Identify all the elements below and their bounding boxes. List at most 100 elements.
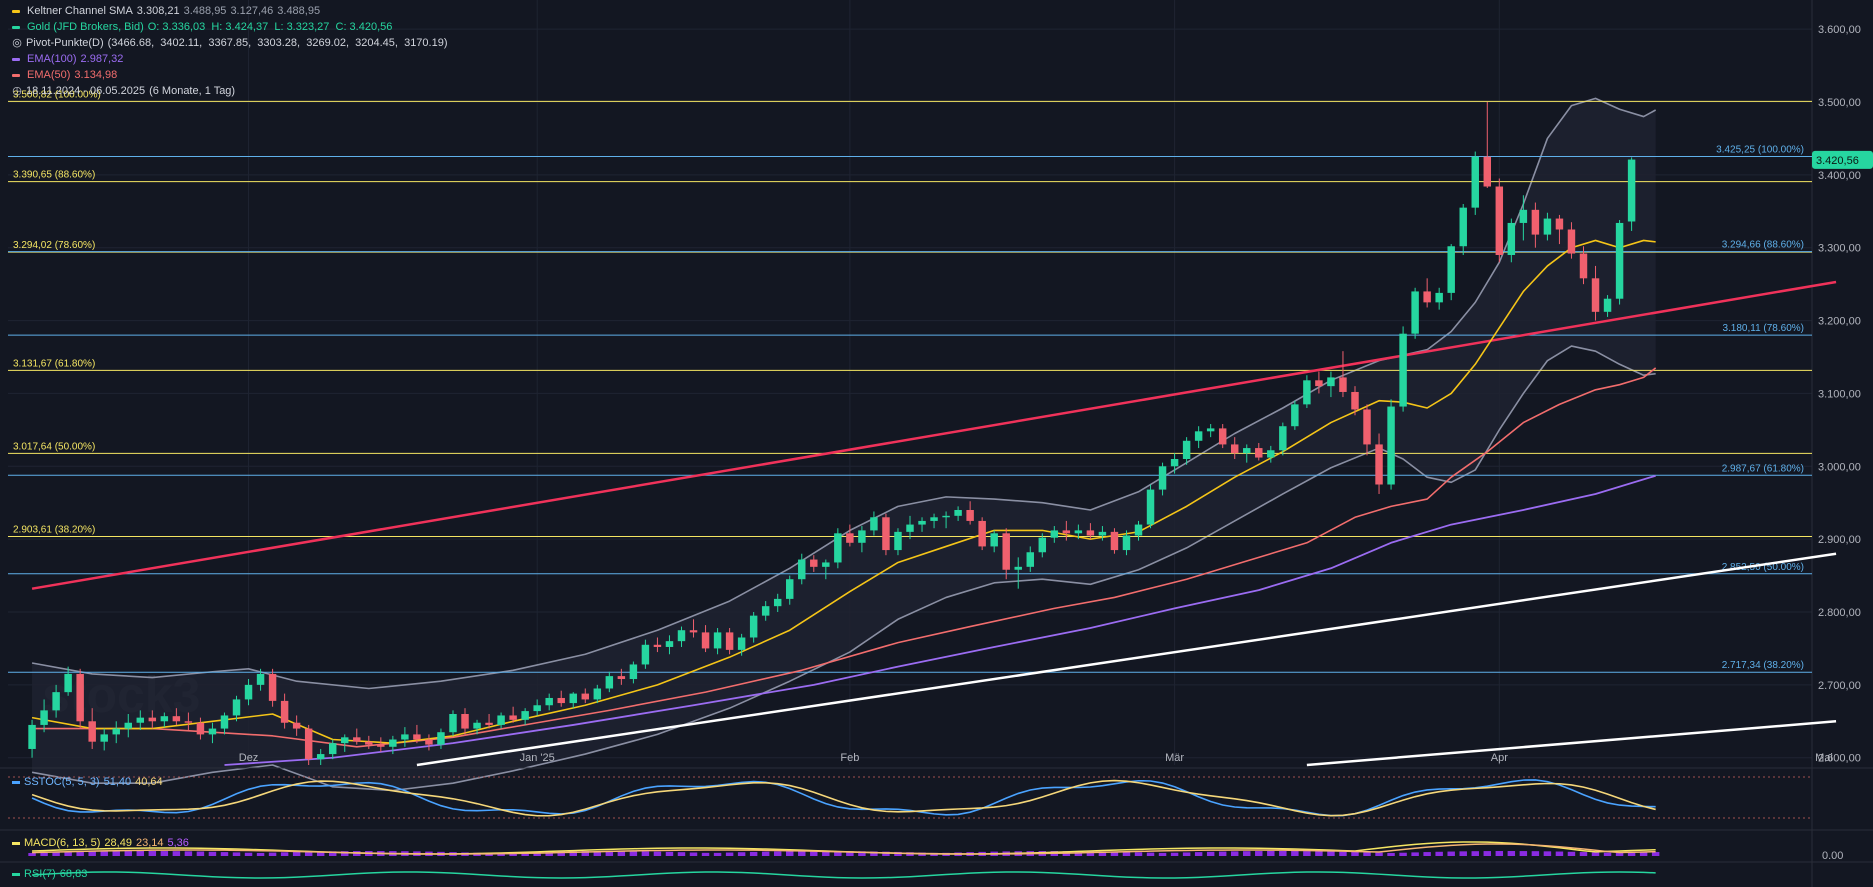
candle[interactable]: [1627, 157, 1636, 231]
candle-body[interactable]: [1243, 448, 1251, 454]
candle[interactable]: [365, 735, 373, 749]
candle-body[interactable]: [894, 531, 902, 551]
candle-body[interactable]: [124, 722, 132, 729]
candle-body[interactable]: [629, 664, 638, 680]
candle[interactable]: [906, 515, 914, 540]
candle-body[interactable]: [1303, 380, 1311, 405]
candle-body[interactable]: [1206, 428, 1215, 432]
candle[interactable]: [1351, 386, 1359, 416]
candle[interactable]: [328, 739, 337, 760]
candle-body[interactable]: [1267, 450, 1275, 458]
candle-body[interactable]: [1014, 566, 1022, 570]
candle-body[interactable]: [1279, 426, 1287, 451]
candle-body[interactable]: [485, 722, 493, 725]
candle[interactable]: [978, 517, 986, 551]
candle[interactable]: [605, 671, 614, 693]
candle[interactable]: [786, 575, 794, 605]
candle[interactable]: [1170, 453, 1179, 474]
candle[interactable]: [353, 728, 361, 745]
candle-body[interactable]: [1351, 391, 1359, 410]
candle[interactable]: [184, 712, 193, 731]
legend-range[interactable]: ◷ 18.11.2024 - 06.05.2025 (6 Monate, 1 T…: [12, 83, 448, 99]
candle-body[interactable]: [1255, 448, 1263, 458]
candle-body[interactable]: [1435, 292, 1443, 303]
candle-body[interactable]: [665, 641, 674, 647]
candle[interactable]: [593, 684, 602, 704]
candle[interactable]: [918, 517, 926, 532]
candle[interactable]: [1062, 520, 1071, 541]
candle[interactable]: [1098, 526, 1107, 541]
candle[interactable]: [208, 722, 217, 744]
candle-body[interactable]: [882, 517, 890, 551]
candle[interactable]: [930, 513, 938, 529]
candle[interactable]: [653, 637, 662, 653]
candle[interactable]: [413, 724, 421, 744]
candle-body[interactable]: [1291, 404, 1299, 427]
candle-body[interactable]: [1567, 229, 1576, 254]
candle[interactable]: [1303, 375, 1311, 408]
candle[interactable]: [1363, 404, 1371, 456]
candle[interactable]: [701, 625, 710, 653]
candle[interactable]: [545, 693, 553, 711]
candle[interactable]: [882, 513, 890, 556]
candle[interactable]: [1375, 433, 1383, 494]
candle-body[interactable]: [1230, 444, 1239, 454]
candle-body[interactable]: [966, 510, 974, 521]
candle-body[interactable]: [365, 741, 373, 745]
candle[interactable]: [1218, 424, 1227, 449]
candle[interactable]: [1567, 222, 1576, 259]
candle-body[interactable]: [208, 728, 217, 735]
candle[interactable]: [497, 712, 505, 729]
legend-ema100[interactable]: EMA(100) 2.987,32: [12, 51, 448, 67]
candle[interactable]: [1291, 400, 1299, 430]
candle-body[interactable]: [822, 562, 830, 567]
candle[interactable]: [40, 699, 48, 733]
candle[interactable]: [1086, 523, 1095, 540]
candle[interactable]: [401, 727, 409, 747]
candle-body[interactable]: [28, 724, 36, 749]
candle[interactable]: [256, 668, 265, 691]
candle-body[interactable]: [1411, 291, 1419, 334]
candle[interactable]: [1507, 218, 1516, 263]
candle-body[interactable]: [268, 673, 277, 701]
candle-body[interactable]: [1603, 298, 1612, 312]
candle-body[interactable]: [1086, 530, 1095, 536]
candle-body[interactable]: [798, 559, 806, 580]
candle-body[interactable]: [1134, 524, 1143, 536]
candle[interactable]: [1002, 528, 1010, 580]
candle[interactable]: [533, 699, 541, 716]
candle-body[interactable]: [160, 716, 169, 722]
rsi-legend[interactable]: RSI(7) 68,83: [12, 868, 87, 880]
candle[interactable]: [172, 708, 181, 725]
candle[interactable]: [1243, 444, 1251, 463]
candle[interactable]: [1026, 546, 1034, 572]
candle-body[interactable]: [653, 644, 662, 647]
candle[interactable]: [148, 710, 157, 729]
candle-body[interactable]: [1110, 531, 1119, 551]
candle-body[interactable]: [136, 717, 145, 723]
candle[interactable]: [713, 628, 722, 655]
candle-body[interactable]: [413, 734, 421, 740]
candle-body[interactable]: [1327, 377, 1335, 387]
candle-body[interactable]: [870, 517, 878, 531]
candle[interactable]: [473, 719, 481, 735]
candle[interactable]: [160, 712, 169, 728]
candle[interactable]: [1591, 265, 1600, 321]
legend-pivot[interactable]: ◎ Pivot-Punkte(D) (3466.68, 3402.11, 336…: [12, 35, 447, 51]
candle-body[interactable]: [846, 533, 854, 543]
candle[interactable]: [292, 715, 301, 736]
trendlines[interactable]: [31, 280, 1837, 767]
candle[interactable]: [1483, 102, 1492, 188]
candle[interactable]: [1050, 526, 1059, 543]
candle-body[interactable]: [473, 722, 481, 729]
candle-body[interactable]: [401, 734, 409, 740]
candle-body[interactable]: [1038, 537, 1047, 553]
candle[interactable]: [846, 524, 854, 547]
candle-body[interactable]: [521, 711, 529, 720]
candle[interactable]: [1579, 246, 1588, 285]
candle-body[interactable]: [112, 728, 120, 735]
candle-body[interactable]: [64, 673, 72, 693]
candle-body[interactable]: [1182, 440, 1191, 459]
candle[interactable]: [509, 706, 517, 723]
candle-body[interactable]: [389, 739, 397, 747]
